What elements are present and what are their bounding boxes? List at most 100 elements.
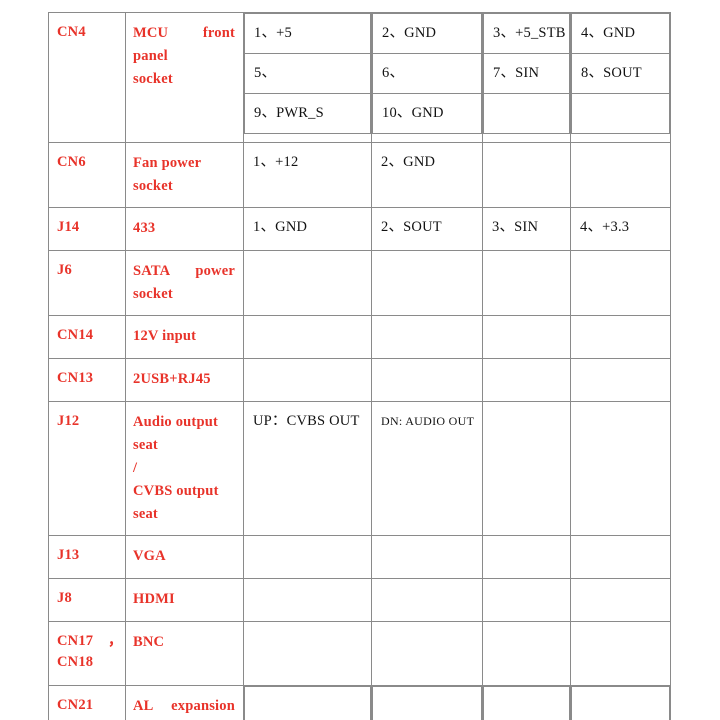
connector-id-cell: J6 (48, 250, 126, 316)
table-row: J13 VGA (48, 535, 671, 579)
pin-cell: DN: AUDIO OUT (371, 401, 483, 536)
pin-cell (371, 535, 483, 579)
pin-value-empty (571, 536, 670, 575)
pin-subcell: 2、GND (372, 13, 482, 54)
connector-id-text: CN21 (57, 697, 94, 713)
pin-subrow (244, 686, 371, 720)
connector-description-cell: BNC (125, 621, 244, 686)
connector-id-cell: J14 (48, 207, 126, 251)
pin-cell (243, 535, 372, 579)
pin-subrow: 8、SOUT (571, 53, 670, 94)
connector-description-cell: 2USB+RJ45 (125, 358, 244, 402)
pin-subrow (483, 93, 570, 134)
connector-id-cell: CN13 (48, 358, 126, 402)
connector-description-cell: SATA power socket (125, 250, 244, 316)
pin-value: 5、 (254, 65, 277, 81)
pin-value: UP：CVBS OUT (253, 413, 360, 429)
connector-description-text: 433 (133, 220, 156, 236)
pin-cell: 3、+5_STB 7、SIN (482, 12, 571, 143)
pin-value-empty (372, 316, 482, 355)
connector-description-text: 12V input (133, 328, 197, 344)
pin-value: 4、GND (581, 25, 636, 41)
connector-id-text: CN13 (57, 370, 94, 386)
pin-subrow: 7、SIN (483, 53, 570, 94)
pin-value-empty (244, 316, 371, 355)
table-row: CN13 2USB+RJ45 (48, 358, 671, 402)
pin-cell (371, 578, 483, 622)
connector-description-text: / (133, 460, 138, 476)
pin-cell (570, 685, 671, 720)
connector-description-text: VGA (133, 548, 166, 564)
connector-id-text: CN4 (57, 24, 86, 40)
pin-value-empty (572, 687, 669, 720)
pin-subcell (244, 686, 371, 720)
pin-cell: UP：CVBS OUT (243, 401, 372, 536)
table-row: J12 Audio output seat / CVBS output seat UP：… (48, 401, 671, 536)
pin-cell (482, 250, 571, 316)
connector-description-cell: Fan power socket (125, 142, 244, 208)
pin-subrow: 2、GND (372, 13, 482, 54)
connector-id-text: CN17 ， (57, 633, 123, 649)
pin-subcell (372, 686, 482, 720)
pin-subrow (571, 93, 670, 134)
pin-subgrid: 2、GND 6、 10、GND (372, 13, 482, 134)
connector-description-text: AL expansion (133, 698, 235, 714)
table-row: CN17 ， CN18 BNC (48, 621, 671, 686)
pin-cell: 4、+3.3 (570, 207, 671, 251)
pin-cell: 2、SOUT (371, 207, 483, 251)
pin-value-empty (571, 251, 670, 290)
pin-value-empty (571, 579, 670, 618)
pin-value-empty (483, 143, 570, 182)
connector-id-cell: CN6 (48, 142, 126, 208)
pin-cell (243, 685, 372, 720)
connector-id-cell: J13 (48, 535, 126, 579)
pin-subcell: 7、SIN (483, 53, 570, 94)
pin-cell (243, 358, 372, 402)
pin-value: 1、GND (253, 219, 308, 235)
pin-value-empty (571, 359, 670, 398)
connector-description-text: BNC (133, 634, 165, 650)
connector-id-text: J13 (57, 547, 80, 563)
pin-subrow: 10、GND (372, 93, 482, 134)
connector-id-cell: J12 (48, 401, 126, 536)
pin-value-empty (571, 402, 670, 441)
pin-subgrid: 4、GND 8、SOUT (571, 13, 670, 134)
pin-value: 3、SIN (492, 219, 539, 235)
pin-value: 6、 (382, 65, 405, 81)
pin-cell: 1、+12 (243, 142, 372, 208)
connector-id-text: J6 (57, 262, 72, 278)
pin-subrow: 5、 (244, 53, 371, 94)
connector-description-cell: Audio output seat / CVBS output seat (125, 401, 244, 536)
pin-cell (243, 250, 372, 316)
pin-cell (482, 578, 571, 622)
connector-description-text: Fan power socket (133, 155, 201, 194)
pin-value: DN: AUDIO OUT (381, 414, 475, 428)
pin-subrow: 6、 (372, 53, 482, 94)
pin-value: 7、SIN (493, 65, 540, 81)
pin-subcell: 8、SOUT (571, 53, 670, 94)
connector-id-text: CN6 (57, 154, 86, 170)
pin-cell (570, 315, 671, 359)
pin-subcell (483, 686, 570, 720)
connector-description-text: Audio output seat (133, 414, 219, 453)
pin-cell (482, 142, 571, 208)
pin-cell: 1、+5 5、 9、PWR_S (243, 12, 372, 143)
pin-value-empty (572, 94, 669, 133)
pin-cell (482, 685, 571, 720)
connector-description-cell: VGA (125, 535, 244, 579)
pin-subrow: 3、+5_STB (483, 13, 570, 54)
pin-value-empty (483, 316, 570, 355)
pin-subrow: 4、GND (571, 13, 670, 54)
connector-description-cell: 433 (125, 207, 244, 251)
pin-cell (482, 535, 571, 579)
table-row: J14 433 1、GND 2、SOUT 3、SIN 4、+3.3 (48, 207, 671, 251)
pin-value-empty (244, 536, 371, 575)
pin-cell (482, 621, 571, 686)
pin-value-empty (372, 359, 482, 398)
connector-id-text: J12 (57, 413, 80, 429)
pin-subgrid (571, 686, 670, 720)
pin-value: 10、GND (382, 105, 444, 121)
pin-cell (482, 401, 571, 536)
table-row: J6 SATA power socket (48, 250, 671, 316)
pin-cell (371, 250, 483, 316)
